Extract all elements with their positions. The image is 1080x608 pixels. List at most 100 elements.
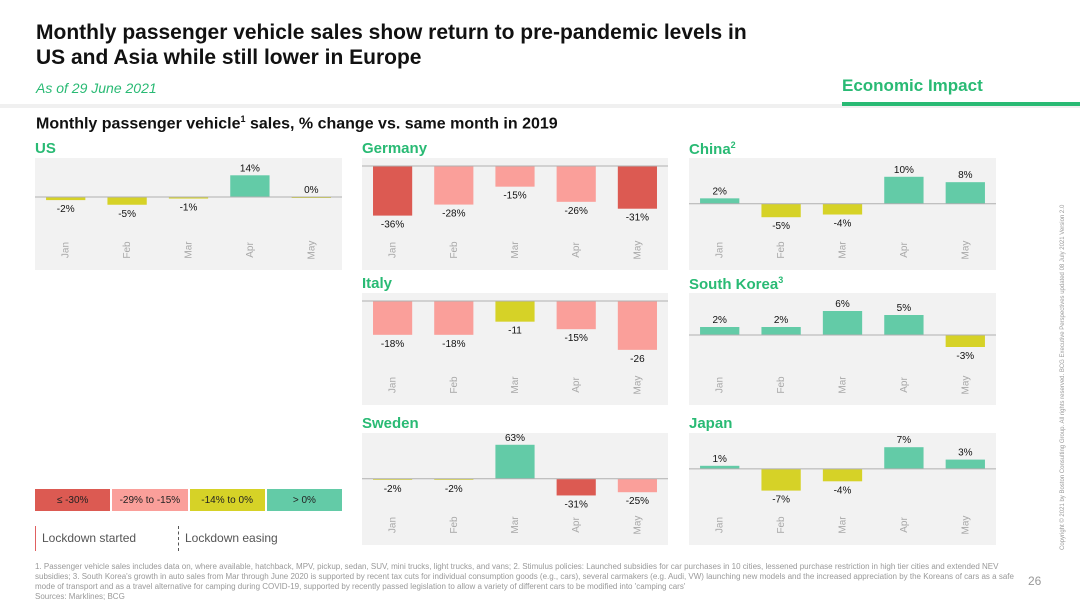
month-tick-label: Jan: [388, 242, 399, 258]
data-label: 1%: [712, 454, 727, 465]
data-label: -2%: [445, 484, 463, 495]
bar-mar: [822, 203, 863, 215]
data-label: -25%: [626, 496, 649, 507]
panel-title-text: Japan: [689, 415, 733, 432]
month-tick-label: May: [960, 376, 971, 395]
panel-title-text: South Korea: [689, 276, 779, 293]
bar-apr: [556, 301, 596, 330]
month-tick-label: Feb: [122, 241, 133, 259]
panel-title-text: Italy: [362, 275, 393, 292]
page-number: 26: [1028, 574, 1042, 588]
bar-mar: [495, 301, 535, 322]
section-underline: [842, 102, 1080, 106]
data-label: -2%: [57, 204, 75, 215]
bar-feb: [434, 166, 474, 205]
panel-title-us: US: [35, 140, 56, 157]
month-tick-label: Mar: [510, 376, 521, 394]
month-tick-label: Feb: [449, 241, 460, 259]
month-tick-label: Apr: [571, 517, 582, 533]
section-label: Economic Impact: [842, 76, 983, 95]
bar-apr: [884, 315, 924, 335]
bar-apr: [556, 478, 596, 496]
data-label: -7%: [772, 495, 790, 506]
bar-jan: [46, 197, 86, 201]
data-label: -31%: [626, 213, 649, 224]
month-tick-label: Mar: [838, 516, 849, 534]
header-divider: [0, 104, 1080, 108]
data-label: 63%: [505, 433, 525, 444]
plot-background: [35, 158, 342, 270]
month-tick-label: Apr: [245, 242, 256, 258]
month-tick-label: Feb: [776, 376, 787, 394]
month-tick-label: Apr: [899, 517, 910, 533]
data-label: -18%: [442, 339, 465, 350]
page-title: Monthly passenger vehicle sales show ret…: [36, 21, 747, 69]
month-tick-label: Mar: [838, 376, 849, 394]
month-tick-label: May: [632, 516, 643, 535]
bar-may: [945, 182, 985, 204]
data-label: 5%: [897, 303, 912, 314]
data-label: -18%: [381, 339, 404, 350]
chart-us: -2% Jan -5% Feb -1% Mar 14% Apr 0% May: [35, 158, 342, 270]
month-tick-label: Mar: [838, 241, 849, 259]
data-label: -3%: [956, 351, 974, 362]
bar-mar: [495, 444, 535, 479]
bar-may: [617, 166, 657, 209]
month-tick-label: Jan: [715, 517, 726, 533]
panel-title-germany: Germany: [362, 140, 427, 157]
bar-may: [945, 459, 985, 469]
month-tick-label: Mar: [510, 516, 521, 534]
bar-jan: [700, 327, 740, 335]
month-tick-label: Mar: [510, 241, 521, 259]
month-tick-label: Feb: [449, 516, 460, 534]
month-tick-label: Apr: [571, 242, 582, 258]
chart-subtitle: Monthly passenger vehicle1 sales, % chan…: [36, 114, 558, 133]
month-tick-label: Jan: [715, 242, 726, 258]
month-tick-label: Jan: [388, 517, 399, 533]
legend-label: -29% to -15%: [119, 494, 181, 506]
chart-italy: -18% Jan -18% Feb -11 Mar -15% Apr -26 May: [362, 293, 668, 405]
data-label: -4%: [834, 485, 852, 496]
chart-sweden: -2% Jan -2% Feb 63% Mar -31% Apr -25% May: [362, 433, 668, 545]
data-label: 0%: [304, 185, 319, 196]
bar-may: [617, 301, 657, 350]
data-label: -31%: [565, 499, 588, 510]
chart-japan: 1% Jan -7% Feb -4% Mar 7% Apr 3% May: [689, 433, 996, 545]
bar-apr: [556, 166, 596, 202]
bar-jan: [373, 301, 413, 335]
sources-text: Sources: Marklines; BCG: [35, 592, 125, 601]
month-tick-label: Feb: [776, 516, 787, 534]
data-label: -28%: [442, 209, 465, 220]
lockdown-started-key: Lockdown started: [35, 526, 136, 551]
bar-apr: [884, 447, 924, 469]
data-label: 14%: [240, 163, 260, 174]
bar-jan: [373, 166, 413, 216]
legend-item-yellow: -14% to 0%: [189, 489, 265, 511]
bar-jan: [373, 478, 413, 480]
month-tick-label: Mar: [184, 241, 195, 259]
legend-label: > 0%: [292, 494, 316, 506]
data-label: -36%: [381, 220, 404, 231]
chart-germany: -36% Jan -28% Feb -15% Mar -26% Apr -31% May: [362, 158, 668, 270]
panel-title-japan: Japan: [689, 415, 732, 432]
bar-apr: [884, 176, 924, 204]
panel-title-text: China: [689, 141, 731, 158]
panel-title-italy: Italy: [362, 275, 392, 292]
data-label: -26: [630, 354, 645, 365]
data-label: -11: [508, 326, 522, 337]
panel-title-china: China2: [689, 140, 736, 158]
subtitle-rest: sales, % change vs. same month in 2019: [245, 115, 558, 133]
month-tick-label: Apr: [571, 377, 582, 393]
panel-title-text: US: [35, 140, 56, 157]
bar-feb: [434, 478, 474, 480]
panel-title-text: Sweden: [362, 415, 419, 432]
bar-feb: [434, 301, 474, 335]
bar-mar: [822, 311, 863, 335]
subtitle-text: Monthly passenger vehicle: [36, 115, 241, 133]
footnote-text: 1. Passenger vehicle sales includes data…: [35, 562, 1014, 591]
bar-feb: [761, 327, 801, 335]
panel-title-text: Germany: [362, 140, 428, 157]
bar-apr: [230, 175, 270, 197]
month-tick-label: May: [306, 241, 317, 260]
bar-mar: [495, 166, 535, 187]
